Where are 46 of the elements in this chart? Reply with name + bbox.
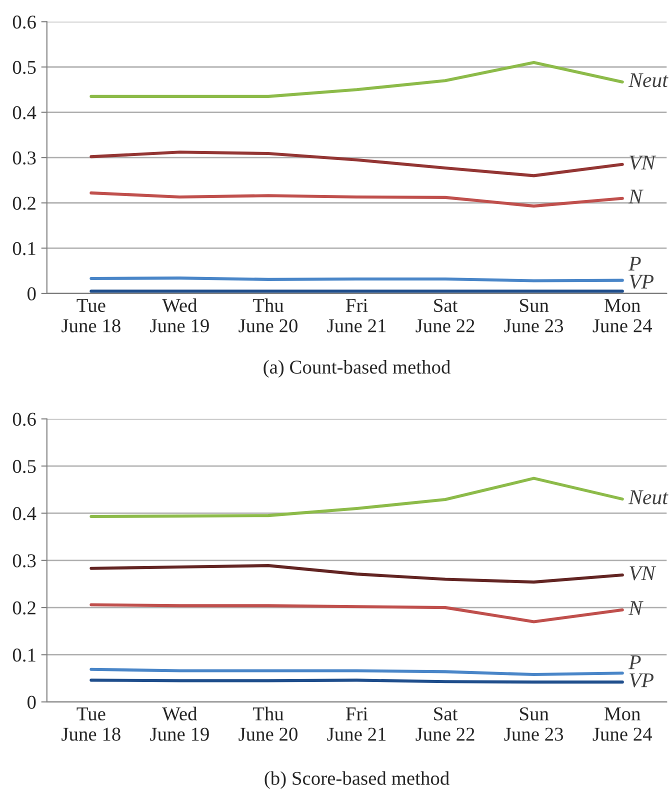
x-tick-label: Fri June 21 (327, 707, 386, 741)
x-tick-label: Mon June 24 (592, 299, 652, 332)
y-tick-label: 0.3 (12, 554, 36, 568)
x-tick-label: Sat June 22 (416, 707, 474, 741)
series-label: N (628, 601, 644, 615)
line-series (90, 476, 624, 518)
x-tick-label: Tue June 18 (62, 299, 120, 332)
y-tick-label: 0.5 (12, 460, 36, 474)
y-tick-label: 0.6 (12, 412, 36, 426)
x-tick-label: Mon June 24 (592, 708, 652, 741)
y-tick-label: 0.1 (12, 242, 36, 256)
y-tick-label: 0.2 (12, 196, 36, 210)
y-tick-label: 0.4 (12, 106, 36, 120)
y-tick-label: 0.2 (12, 601, 36, 615)
line-series (90, 60, 624, 98)
series-label: P (628, 655, 641, 670)
x-tick-label: Sun June 23 (504, 707, 564, 741)
series-label: VP (630, 673, 654, 688)
line-series (90, 191, 624, 208)
x-tick-label: Wed June 19 (150, 298, 209, 332)
y-tick-label: 0 (28, 696, 36, 709)
y-tick-label: 0.6 (12, 16, 36, 29)
series-label: Neut (628, 490, 668, 504)
series-label: N (628, 190, 644, 204)
x-tick-label: Wed June 19 (150, 706, 209, 741)
line-series (90, 603, 624, 624)
series-label: VN (630, 566, 656, 580)
y-tick-label: 0.3 (12, 151, 36, 165)
x-tick-label: Thu June 20 (238, 706, 298, 741)
x-tick-label: Fri June 21 (327, 298, 386, 332)
y-tick-label: 0.5 (12, 60, 36, 74)
y-tick-label: 0.1 (12, 648, 36, 662)
series-label: VP (630, 274, 654, 289)
x-tick-label: Tue June 18 (62, 708, 120, 741)
series-label: VN (630, 156, 656, 170)
series-label: P (628, 256, 641, 270)
series-label: Neut (628, 73, 668, 88)
y-tick-label: 0.4 (12, 507, 36, 520)
line-series (90, 150, 624, 178)
text: (b) Score-based method (264, 771, 450, 789)
text: (a) Count-based method (264, 360, 450, 378)
x-tick-label: Sat June 22 (416, 298, 474, 332)
y-tick-label: 0 (28, 287, 36, 300)
x-tick-label: Sun June 23 (504, 298, 564, 332)
line-series (90, 564, 624, 584)
x-tick-label: Thu June 20 (238, 298, 298, 332)
